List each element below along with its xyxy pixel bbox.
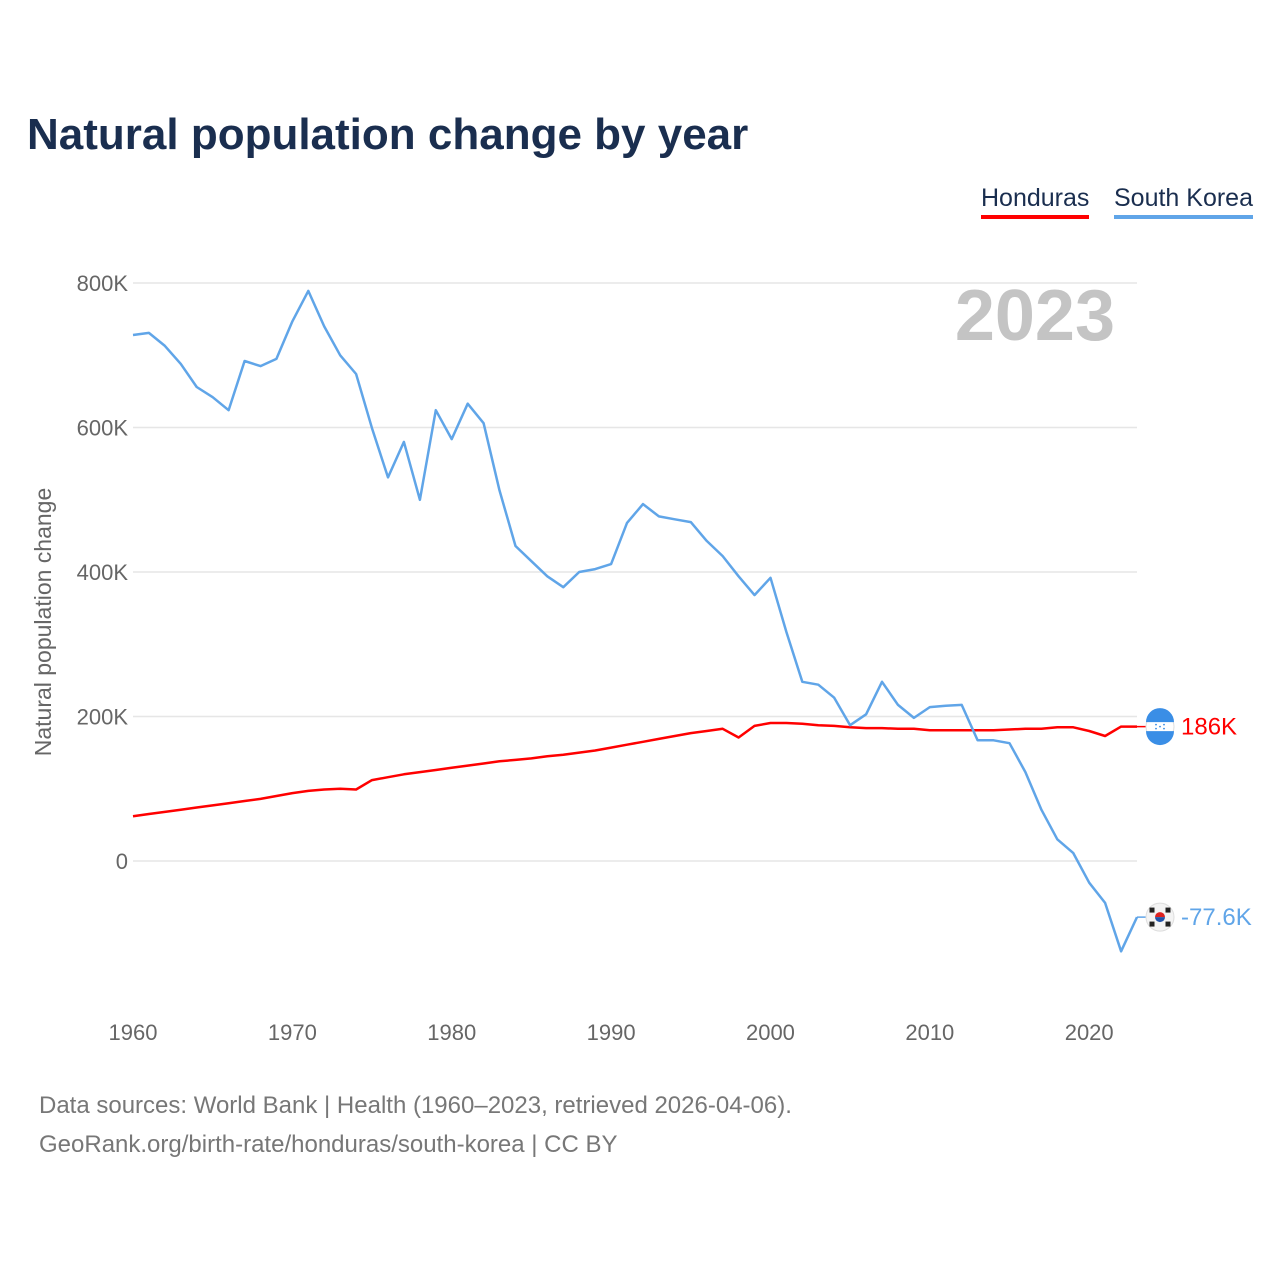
chart-title: Natural population change by year xyxy=(27,110,749,159)
honduras-flag-icon xyxy=(1145,708,1175,746)
y-tick-label: 0 xyxy=(116,849,128,874)
footer: Data sources: World Bank | Health (1960–… xyxy=(39,1086,792,1164)
end-value-label-honduras: 186K xyxy=(1181,714,1237,741)
year-annotation: 2023 xyxy=(955,276,1115,356)
y-axis-label: Natural population change xyxy=(30,488,56,757)
series-line-honduras[interactable] xyxy=(132,721,1137,818)
south-korea-flag-icon xyxy=(1145,902,1175,932)
data-source-text: Data sources: World Bank | Health (1960–… xyxy=(39,1092,792,1119)
y-tick-label: 200K xyxy=(77,705,129,730)
legend-item-honduras[interactable]: Honduras xyxy=(981,184,1090,219)
x-tick-label: 1990 xyxy=(587,1020,636,1045)
y-tick-label: 400K xyxy=(77,560,129,585)
end-value-label-south-korea: -77.6K xyxy=(1181,904,1252,931)
x-tick-label: 2020 xyxy=(1065,1020,1114,1045)
x-tick-label: 1960 xyxy=(109,1020,158,1045)
x-tick-label: 1970 xyxy=(268,1020,317,1045)
series-line-south-korea[interactable] xyxy=(132,289,1139,953)
x-tick-label: 1980 xyxy=(427,1020,476,1045)
legend-item-south-korea[interactable]: South Korea xyxy=(1114,184,1253,219)
y-tick-label: 800K xyxy=(77,271,129,296)
x-tick-label: 2000 xyxy=(746,1020,795,1045)
y-tick-label: 600K xyxy=(77,416,129,441)
x-tick-label: 2010 xyxy=(905,1020,954,1045)
credit-link[interactable]: GeoRank.org/birth-rate/honduras/south-ko… xyxy=(39,1131,618,1158)
